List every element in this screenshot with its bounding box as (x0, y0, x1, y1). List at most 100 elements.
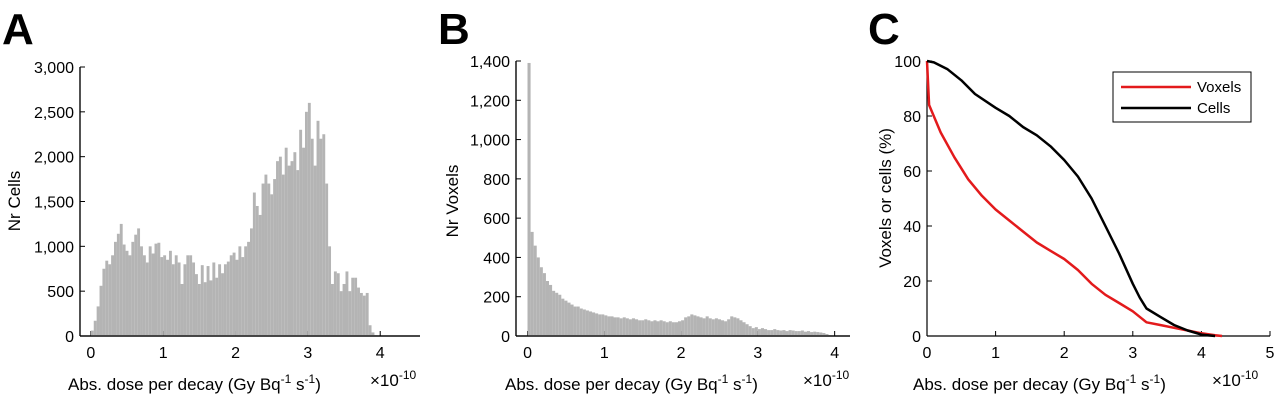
histogram-bar (650, 321, 654, 336)
histogram-bar (261, 183, 265, 336)
histogram-bar (336, 273, 340, 336)
histogram-bar (296, 170, 300, 336)
histogram-bar (151, 253, 155, 336)
histogram-bar (791, 330, 795, 336)
histogram-bar (348, 291, 352, 336)
histogram-bar (111, 255, 114, 336)
histogram-bar (533, 245, 537, 336)
y-tick-label: 0 (65, 329, 74, 346)
y-tick-label: 80 (903, 109, 921, 126)
histogram-bar (794, 331, 798, 336)
histogram-bar (313, 165, 317, 336)
histogram-bar (180, 283, 184, 336)
histogram-bar (122, 244, 126, 336)
y-tick-label: 2,500 (34, 105, 74, 122)
histogram-bar (368, 325, 372, 336)
histogram-bar (681, 320, 685, 336)
histogram-bar (727, 319, 731, 336)
legend: Voxels Cells (1112, 71, 1252, 123)
histogram-bar (328, 246, 332, 336)
histogram-bar (678, 321, 682, 336)
histogram-bar (160, 257, 164, 336)
histogram-bar (333, 271, 337, 336)
histogram-bar (807, 331, 811, 336)
histogram-bar (714, 318, 718, 336)
x-axis-multiplier: ×10-10 (803, 368, 850, 390)
histogram-bar (226, 261, 230, 336)
x-tick-label: 3 (1128, 345, 1137, 362)
histogram-bar (116, 233, 120, 336)
histogram-bar (610, 316, 614, 336)
histogram-bar (549, 284, 553, 336)
histogram-bar (803, 331, 808, 336)
histogram-bar (212, 262, 216, 336)
histogram-bar (304, 111, 308, 336)
histogram-bar (751, 328, 755, 336)
histogram-bar (93, 320, 97, 336)
histogram-bar (582, 309, 586, 336)
x-tick-label: 3 (303, 345, 312, 362)
histogram-bar (635, 319, 639, 336)
legend-label: Voxels (1197, 79, 1241, 96)
y-tick-label: 40 (903, 219, 921, 236)
histogram-bar (822, 333, 826, 336)
histogram-bar (711, 319, 715, 336)
histogram-bar (171, 264, 175, 336)
panel-letter-a: A (2, 5, 34, 54)
y-tick-label: 3,000 (34, 60, 74, 77)
panel-letter-c: C (868, 5, 900, 54)
histogram-bar (154, 243, 158, 336)
histogram-bar (157, 242, 161, 336)
histogram-bar (570, 304, 574, 336)
histogram-bar (782, 330, 786, 336)
histogram-bar (345, 271, 349, 336)
histogram-bar (708, 318, 712, 336)
histogram-bar (331, 283, 334, 336)
histogram-bar (616, 317, 620, 336)
histogram-bar (215, 277, 219, 336)
histogram-bar (705, 316, 709, 336)
histogram-bar (142, 255, 146, 336)
x-tick-label: 2 (231, 345, 240, 362)
y-tick-label: 0 (501, 329, 510, 346)
y-tick-label: 1,400 (470, 54, 510, 71)
x-axis-multiplier: ×10-10 (1212, 368, 1259, 390)
histogram-bar (319, 138, 323, 336)
histogram-bar (776, 330, 780, 336)
histogram-bar (310, 138, 314, 336)
y-tick-label: 1,500 (34, 195, 74, 212)
histogram-bar (96, 306, 100, 336)
y-axis-label: Nr Voxels (443, 165, 462, 238)
histogram-bar (99, 285, 103, 336)
histogram-bar (108, 264, 112, 336)
histogram-bar (195, 274, 198, 336)
histogram-bar (322, 134, 326, 336)
histogram-bar (536, 257, 540, 336)
histogram-bar (767, 330, 771, 336)
legend-label: Cells (1197, 100, 1230, 117)
histogram-bar (564, 300, 568, 336)
histogram-bar (625, 318, 629, 336)
histogram-bar (576, 306, 580, 336)
histogram-bar (754, 327, 758, 336)
histogram-bar (125, 250, 129, 336)
histogram-bar (276, 161, 279, 336)
histogram-bar (690, 314, 694, 336)
histogram-bar (351, 277, 355, 336)
x-tick-label: 5 (1266, 345, 1275, 362)
x-tick-label: 0 (523, 345, 532, 362)
histogram-bar (773, 329, 777, 336)
x-tick-label: 1 (159, 345, 168, 362)
x-tick-label: 2 (677, 345, 686, 362)
histogram-bar (656, 321, 660, 336)
histogram-bar (255, 205, 259, 336)
histogram-bar (339, 291, 343, 336)
histogram-bar (702, 318, 706, 336)
histogram-bar (203, 282, 207, 336)
histogram-bar (552, 290, 556, 336)
histogram-bar (816, 332, 820, 336)
histogram-bar (742, 322, 746, 336)
series-line-cells (926, 59, 1216, 338)
histogram-bar (730, 316, 734, 336)
histogram-bar (607, 316, 611, 336)
